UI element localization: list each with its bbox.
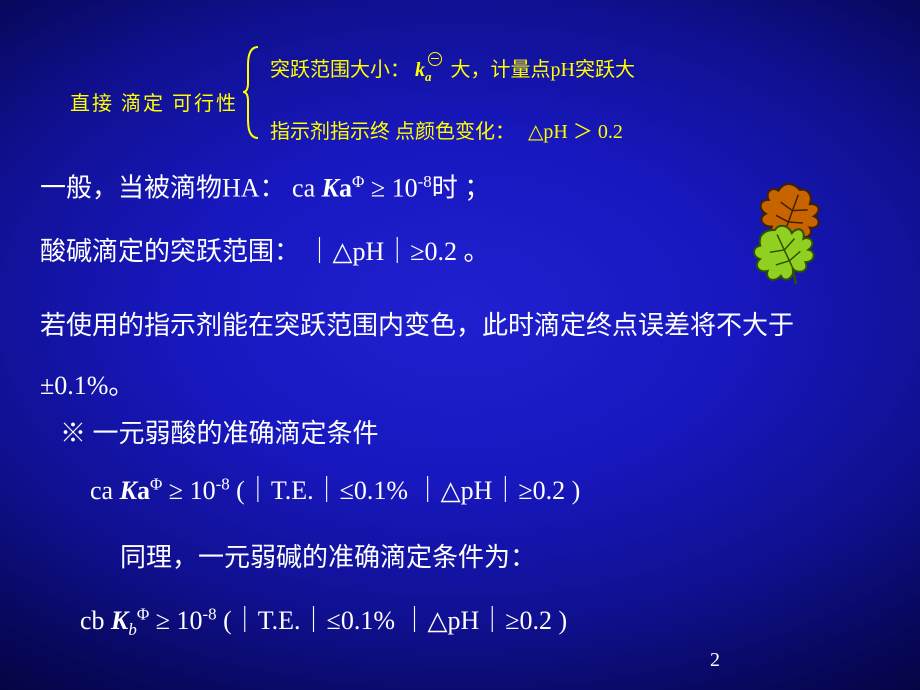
bracket-row-1: 突跃范围大小： ka 大，计量点pH突跃大 — [270, 53, 635, 85]
body-line-4: ※ 一元弱酸的准确滴定条件 — [60, 416, 900, 452]
body-line-7: cb KbΦ ≥ 10-8 (｜T.E.｜≤0.1% ｜△pH｜≥0.2 ) — [80, 602, 920, 642]
triangle-icon: △ — [441, 472, 461, 508]
circle-minus-icon — [428, 52, 442, 66]
row2-delta: △pH ＞ 0.2 — [528, 121, 623, 143]
triangle-icon: △ — [333, 233, 353, 269]
slide: 直接 滴定 可行性 突跃范围大小： ka 大，计量点pH突跃大 指示剂指示终 点… — [0, 0, 920, 690]
body-line-5: ca KaΦ ≥ 10-8 (｜T.E.｜≤0.1% ｜△pH｜≥0.2 ) — [90, 472, 920, 509]
row1-label-a: 突跃范围大小： — [270, 59, 410, 81]
bracket-left-label: 直接 滴定 可行性 — [70, 87, 238, 116]
curly-bracket-icon — [243, 45, 263, 140]
body-line-2: 酸碱滴定的突跃范围： ｜△pH｜≥0.2 。 — [40, 233, 880, 270]
bracket-row-2: 指示剂指示终 点颜色变化： △pH ＞ 0.2 — [270, 115, 623, 144]
body-line-6: 同理，一元弱碱的准确滴定条件为： — [120, 540, 920, 576]
bracket-region: 直接 滴定 可行性 突跃范围大小： ka 大，计量点pH突跃大 指示剂指示终 点… — [75, 45, 695, 140]
body-line-1: 一般，当被滴物HA： ca KaΦ ≥ 10-8时 ； — [40, 170, 880, 207]
row1-label-b: 大，计量点pH突跃大 — [451, 59, 635, 81]
row2-label-a: 指示剂指示终 点颜色变化： — [270, 121, 515, 143]
triangle-icon: △ — [528, 119, 543, 144]
triangle-icon: △ — [427, 602, 447, 638]
phi-sup: Φ — [352, 172, 364, 191]
page-number: 2 — [710, 649, 720, 672]
body-line-3: 若使用的指示剂能在突跃范围内变色，此时滴定终点误差将不大于±0.1%。 — [40, 296, 860, 416]
